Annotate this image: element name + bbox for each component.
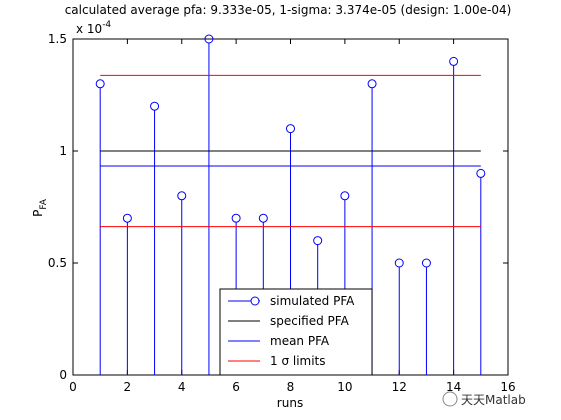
y-axis-label-subscript: FA xyxy=(39,198,49,209)
legend-entry-label: mean PFA xyxy=(270,334,330,348)
y-tick-label: 0 xyxy=(59,368,67,382)
x-tick-label: 4 xyxy=(178,380,186,394)
y-tick-label: 1.5 xyxy=(48,32,67,46)
x-tick-label: 0 xyxy=(69,380,77,394)
y-tick-label: 0.5 xyxy=(48,256,67,270)
stem-marker xyxy=(449,56,459,66)
stem-marker xyxy=(122,213,132,223)
stem-marker xyxy=(394,258,404,268)
y-multiplier-label: x 10-4 xyxy=(76,20,111,36)
x-tick-label: 14 xyxy=(446,380,461,394)
stem-marker xyxy=(258,213,268,223)
stem-marker xyxy=(95,79,105,89)
stem-marker xyxy=(204,34,214,44)
x-axis-label: runs xyxy=(277,396,303,410)
y-axis-label: PFA xyxy=(31,198,49,217)
y-multiplier-exponent: -4 xyxy=(102,20,111,30)
legend-entry-label: simulated PFA xyxy=(270,294,355,308)
x-tick-label: 6 xyxy=(232,380,240,394)
x-tick-label: 2 xyxy=(124,380,132,394)
stem-marker xyxy=(340,191,350,201)
svg-text:PFA: PFA xyxy=(31,198,49,217)
watermark-logo-icon xyxy=(442,391,458,407)
stem-marker xyxy=(421,258,431,268)
stem-marker xyxy=(177,191,187,201)
x-tick-label: 12 xyxy=(392,380,407,394)
stem-marker xyxy=(231,213,241,223)
stem-marker xyxy=(150,101,160,111)
x-tick-label: 16 xyxy=(500,380,515,394)
x-tick-label: 10 xyxy=(337,380,352,394)
legend: simulated PFA specified PFA mean PFA 1 σ li… xyxy=(219,288,373,376)
y-tick-label: 1 xyxy=(59,144,67,158)
watermark-text: 天天Matlab xyxy=(461,393,526,407)
legend-entry-label: specified PFA xyxy=(270,314,350,328)
stem-marker xyxy=(476,168,486,178)
stem-marker xyxy=(286,124,295,134)
legend-swatch-marker xyxy=(250,296,260,306)
x-tick-label: 8 xyxy=(287,380,295,394)
chart-title: calculated average pfa: 9.333e-05, 1-sig… xyxy=(65,3,512,17)
stem-marker xyxy=(313,236,323,246)
stem-marker xyxy=(367,79,377,89)
legend-entry-label: 1 σ limits xyxy=(270,354,326,368)
watermark: 天天Matlab xyxy=(442,391,526,407)
